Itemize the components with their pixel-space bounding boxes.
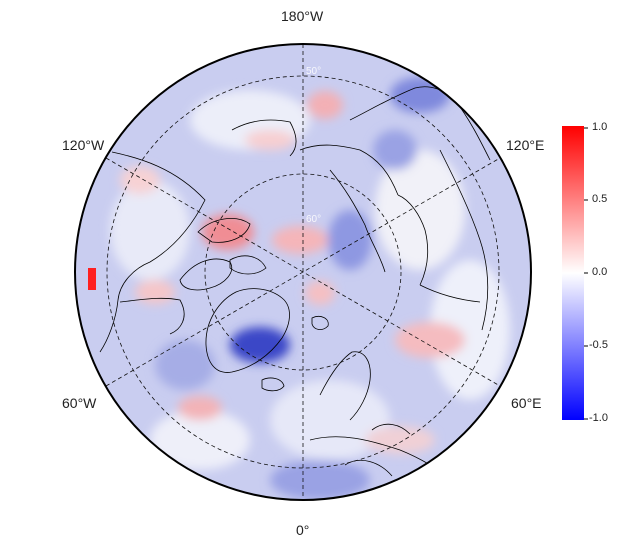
graticule	[105, 44, 501, 500]
latitude-label-60: 60°	[306, 214, 321, 225]
colorbar-label-neg1: -1.0	[589, 412, 608, 424]
colorbar-label-0: 0.0	[592, 266, 608, 278]
latitude-label-50: 50°	[306, 66, 321, 77]
lon-label-60w: 60°W	[62, 395, 97, 411]
colorbar	[562, 126, 584, 420]
lon-label-180w: 180°W	[281, 8, 324, 24]
lon-label-120e: 120°E	[506, 137, 545, 153]
colorbar-ticks	[584, 127, 588, 420]
lon-label-60e: 60°E	[511, 395, 542, 411]
lon-label-120w: 120°W	[62, 137, 105, 153]
latitude-circle-inner	[204, 173, 402, 371]
latitude-circle-mid	[106, 75, 500, 469]
colorbar-label-neg05: -0.5	[589, 339, 608, 351]
lon-label-0: 0°	[296, 522, 310, 538]
map-border	[74, 43, 532, 501]
meridian-60w-120e	[105, 157, 501, 387]
colorbar-label-05: 0.5	[592, 193, 608, 205]
colorbar-label-1: 1.0	[592, 121, 608, 133]
